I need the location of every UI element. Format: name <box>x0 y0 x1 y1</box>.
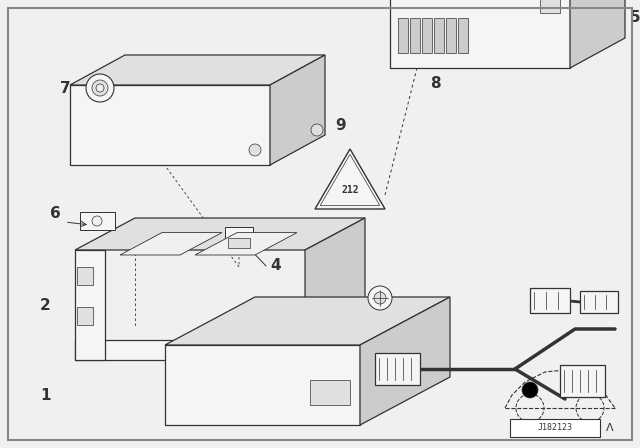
Polygon shape <box>70 85 270 165</box>
Polygon shape <box>70 55 325 85</box>
Polygon shape <box>77 267 93 285</box>
Polygon shape <box>75 218 365 250</box>
Polygon shape <box>398 18 408 53</box>
Polygon shape <box>120 233 222 255</box>
Text: 212: 212 <box>341 185 359 195</box>
Polygon shape <box>195 233 297 255</box>
Polygon shape <box>410 18 420 53</box>
Polygon shape <box>310 380 350 405</box>
Text: 7: 7 <box>60 81 70 96</box>
Polygon shape <box>390 0 570 68</box>
Text: 5: 5 <box>630 10 640 26</box>
Polygon shape <box>225 227 253 252</box>
Polygon shape <box>270 55 325 165</box>
Text: 1: 1 <box>40 388 51 403</box>
Polygon shape <box>75 250 105 360</box>
Circle shape <box>311 124 323 136</box>
Polygon shape <box>315 149 385 209</box>
Polygon shape <box>422 18 432 53</box>
Bar <box>510 419 600 437</box>
Text: 2: 2 <box>40 298 51 313</box>
Circle shape <box>92 216 102 226</box>
Polygon shape <box>570 0 625 68</box>
Circle shape <box>249 144 261 156</box>
Polygon shape <box>446 18 456 53</box>
Text: 8: 8 <box>429 76 440 91</box>
Text: 9: 9 <box>335 118 346 133</box>
Circle shape <box>96 84 104 92</box>
Text: 6: 6 <box>50 206 61 221</box>
Text: J182123: J182123 <box>538 423 573 432</box>
Polygon shape <box>75 340 305 360</box>
Polygon shape <box>360 297 450 425</box>
Polygon shape <box>320 155 380 205</box>
Polygon shape <box>530 288 570 313</box>
Text: 4: 4 <box>270 258 280 273</box>
Polygon shape <box>80 212 115 230</box>
Polygon shape <box>540 0 560 13</box>
Polygon shape <box>305 218 365 360</box>
Polygon shape <box>434 18 444 53</box>
Polygon shape <box>165 297 450 345</box>
Circle shape <box>374 292 386 304</box>
Polygon shape <box>375 353 420 385</box>
Polygon shape <box>228 238 250 248</box>
Polygon shape <box>458 18 468 53</box>
Circle shape <box>92 80 108 96</box>
Polygon shape <box>560 365 605 397</box>
Circle shape <box>86 74 114 102</box>
Circle shape <box>368 286 392 310</box>
Polygon shape <box>77 307 93 325</box>
Text: 3: 3 <box>310 248 321 263</box>
Text: Λ: Λ <box>606 423 614 433</box>
Circle shape <box>522 382 538 398</box>
Polygon shape <box>165 345 360 425</box>
Polygon shape <box>580 291 618 313</box>
